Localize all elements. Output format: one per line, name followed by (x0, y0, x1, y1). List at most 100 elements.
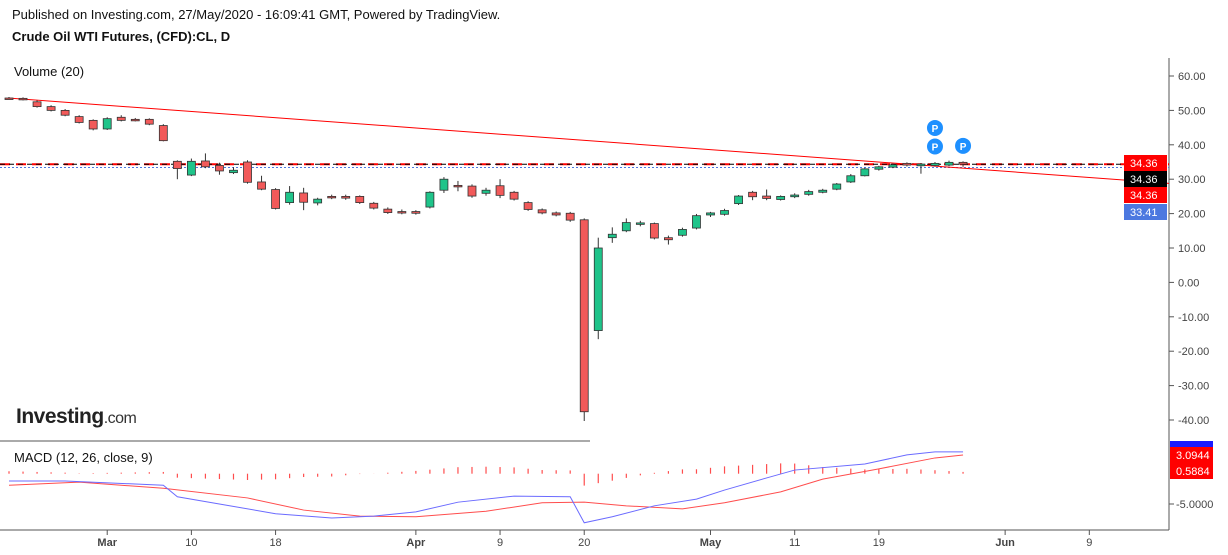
candle (734, 195, 743, 205)
candle (832, 182, 842, 191)
candle-body (734, 195, 743, 205)
macd-y-tick-label: -5.0000 (1176, 499, 1213, 511)
candle (467, 184, 477, 198)
candle-body (74, 116, 84, 123)
candle-body (425, 191, 435, 208)
candle (776, 195, 786, 201)
candle-body (495, 185, 505, 196)
candle-body (537, 209, 547, 214)
candle-body (32, 101, 42, 108)
candle-body (874, 166, 884, 170)
trendline (7, 97, 1170, 184)
candle-body (102, 118, 112, 130)
candle-body (916, 163, 926, 167)
candle-body (579, 219, 589, 413)
candle (313, 197, 323, 206)
candle (565, 211, 575, 222)
candle (607, 227, 617, 243)
macd-indicator-label[interactable]: MACD (12, 26, close, 9) (14, 450, 153, 465)
candle (299, 187, 309, 211)
candle (692, 213, 701, 230)
candle (874, 165, 884, 171)
price-label-bg (1124, 171, 1167, 187)
candle (215, 162, 224, 175)
candle-body (748, 191, 757, 198)
x-tick-label: 20 (578, 537, 590, 549)
candle-body (215, 165, 224, 172)
candle (453, 180, 463, 192)
candle-body (4, 97, 14, 100)
candle (720, 208, 729, 216)
x-tick-label: 18 (269, 537, 281, 549)
candle-body (888, 164, 898, 168)
event-marker-label: P (960, 142, 967, 153)
candle (74, 115, 84, 124)
candle (144, 118, 154, 126)
candle-body (144, 118, 154, 125)
price-label: 33.41 (1130, 207, 1158, 219)
y-tick-label: 10.00 (1178, 243, 1206, 255)
candle (537, 208, 547, 215)
candle-body (635, 222, 645, 225)
x-tick-label: 9 (497, 537, 503, 549)
y-tick-label: 0.00 (1178, 277, 1199, 289)
candle (60, 109, 70, 117)
candle-body (818, 189, 828, 193)
candle (411, 210, 421, 215)
candle-body (762, 195, 772, 199)
candle (649, 222, 659, 240)
candle-body (902, 162, 912, 166)
candle (958, 161, 968, 167)
candle-body (790, 194, 800, 198)
x-tick-label: Apr (406, 537, 426, 549)
candle (425, 191, 435, 209)
candle (102, 117, 112, 131)
candle (748, 190, 757, 201)
candle (888, 163, 898, 169)
y-tick-label: 50.00 (1178, 105, 1206, 117)
investing-logo: Investing.com (16, 405, 137, 428)
candle (355, 195, 365, 204)
candle (32, 100, 42, 108)
candle (804, 189, 814, 196)
macd-line (9, 451, 964, 524)
candle (18, 97, 28, 101)
volume-indicator-label[interactable]: Volume (20) (14, 64, 85, 79)
x-tick-label: 9 (1086, 537, 1092, 549)
price-label-bg (1124, 204, 1167, 220)
candle-body (832, 183, 842, 190)
price-label-bg (1124, 155, 1167, 171)
price-label: 34.36 (1130, 158, 1158, 170)
candle (902, 162, 912, 167)
candle-body (271, 189, 280, 209)
candle (930, 162, 940, 167)
published-note: Published on Investing.com, 27/May/2020 … (12, 7, 501, 22)
candle (706, 211, 715, 218)
price-label: 34.36 (1130, 190, 1158, 202)
x-tick-label: Jun (995, 537, 1015, 549)
event-marker-label: P (932, 124, 939, 135)
x-tick-label: 11 (789, 537, 800, 549)
candle-body (411, 211, 421, 214)
price-label: 34.36 (1130, 174, 1158, 186)
candle-body (481, 189, 491, 194)
y-tick-label: -40.00 (1178, 415, 1209, 427)
candle-body (243, 161, 252, 183)
candle (579, 218, 589, 422)
candle (88, 119, 98, 131)
candle-body (692, 215, 701, 229)
macd-value-label: 0.5884 (1176, 466, 1210, 478)
candle-body (678, 229, 687, 236)
candle-body (229, 169, 238, 174)
candle (172, 160, 182, 180)
candle-body (186, 160, 196, 176)
candle-body (158, 125, 168, 142)
candle-body (60, 110, 70, 116)
candle (523, 201, 533, 211)
candle (944, 160, 954, 167)
y-tick-label: 40.00 (1178, 140, 1206, 152)
candle (341, 194, 351, 200)
macd-label-bg (1170, 447, 1213, 463)
